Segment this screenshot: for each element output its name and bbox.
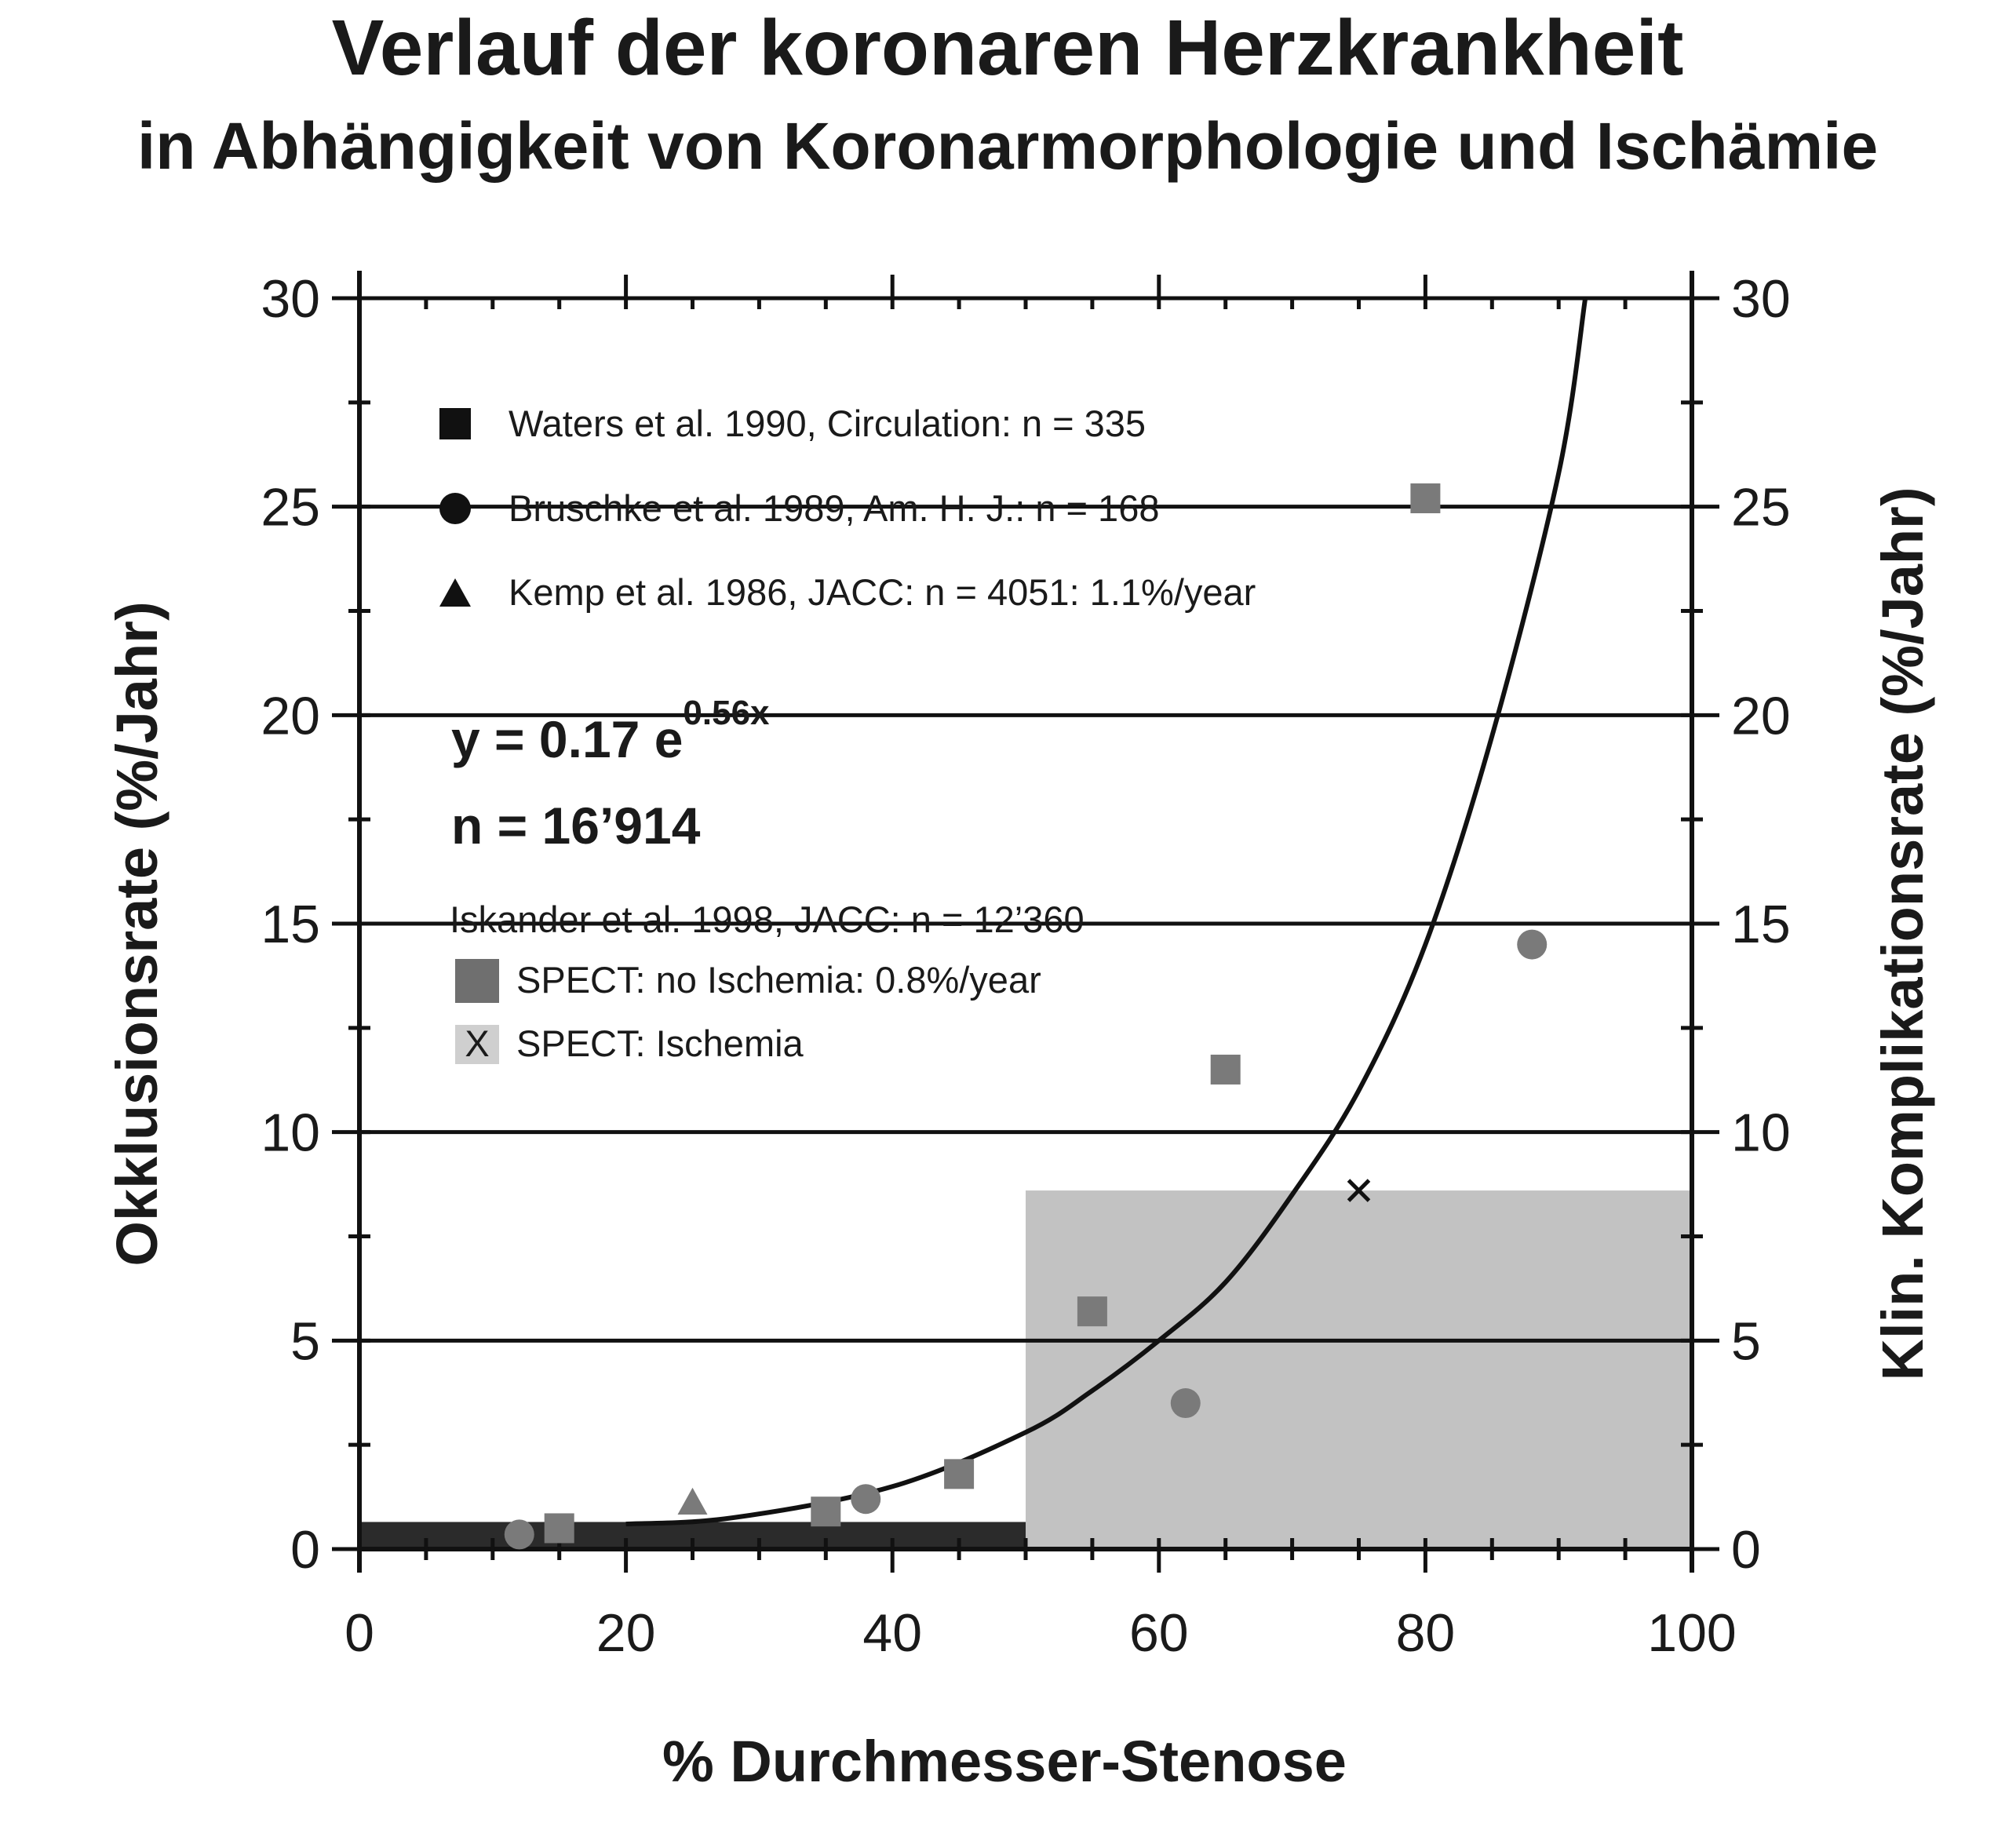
legend-label: Waters et al. 1990, Circulation: n = 335	[509, 403, 1146, 444]
data-point-square-0	[544, 1513, 574, 1544]
data-point-square-1	[811, 1496, 841, 1527]
y-tick-label: 5	[290, 1311, 320, 1371]
data-point-x-0-stroke	[1347, 1179, 1371, 1202]
legend-layer: Waters et al. 1990, Circulation: n = 335…	[439, 403, 1256, 1064]
y2-tick-label: 0	[1731, 1520, 1761, 1580]
y-tick-label: 10	[261, 1103, 320, 1163]
x-tick-label: 100	[1647, 1603, 1736, 1663]
sample-size: n = 16’914	[451, 797, 701, 855]
data-point-circle-2	[1170, 1388, 1201, 1419]
y-tick-label: 15	[261, 895, 320, 954]
x-axis-label: % Durchmesser-Stenose	[662, 1729, 1347, 1794]
y2-tick-label: 25	[1731, 478, 1791, 538]
y2-axis-label: Klin. Komplikationsrate (%/Jahr)	[1870, 487, 1935, 1381]
fitted-curve	[625, 297, 1588, 1527]
y2-tick-label: 10	[1731, 1103, 1791, 1163]
legend-circle-icon	[439, 493, 471, 524]
legend-square-icon	[439, 408, 471, 439]
y-tick-label: 30	[261, 269, 320, 329]
legend-ischemia-label: SPECT: Ischemia	[516, 1023, 804, 1064]
x-tick-label: 20	[596, 1603, 656, 1663]
legend-label: Kemp et al. 1986, JACC: n = 4051: 1.1%/y…	[509, 571, 1256, 613]
y-tick-label: 0	[290, 1520, 320, 1580]
x-tick-label: 80	[1396, 1603, 1456, 1663]
data-point-square-4	[1210, 1054, 1241, 1085]
y-tick-label: 25	[261, 478, 320, 538]
axes-layer	[332, 271, 1719, 1573]
x-tick-label: 60	[1129, 1603, 1189, 1663]
legend-triangle-icon	[439, 578, 471, 607]
markers-layer	[504, 483, 1548, 1550]
legend-ischemia-swatch	[455, 1025, 499, 1064]
data-point-square-3	[1077, 1296, 1107, 1327]
data-point-square-5	[1410, 483, 1441, 514]
bars-layer	[359, 1190, 1692, 1549]
chart-title: Verlauf der koronaren Herzkrankheit	[332, 4, 1684, 92]
iskander-label: Iskander et al. 1998, JACC: n = 12’360	[450, 899, 1085, 940]
legend-ischemia-marker: X	[465, 1023, 489, 1064]
fit-equation-base: y = 0.17 e	[451, 710, 683, 768]
y-tick-label: 20	[261, 686, 320, 746]
data-point-circle-3	[1517, 929, 1548, 960]
data-point-x-0	[1347, 1179, 1371, 1202]
data-point-triangle-0	[677, 1487, 708, 1515]
y2-tick-label: 30	[1731, 269, 1791, 329]
x-tick-label: 40	[862, 1603, 922, 1663]
fit-equation-exponent: 0.56x	[683, 694, 770, 732]
data-point-circle-0	[504, 1519, 534, 1550]
legend-no-ischemia-swatch	[455, 959, 499, 1003]
curve-layer	[625, 297, 1588, 1527]
y2-tick-label: 15	[1731, 895, 1791, 954]
fit-equation: y = 0.17 e0.56x	[451, 694, 770, 768]
y-axis-label: Okklusionsrate (%/Jahr)	[104, 601, 170, 1266]
y2-tick-label: 5	[1731, 1311, 1761, 1371]
data-point-square-2	[944, 1459, 975, 1489]
bar-ischemia	[1026, 1190, 1692, 1549]
legend-label: Bruschke et al. 1989, Am. H. J.: n = 168	[509, 487, 1159, 529]
chart-subtitle: in Abhängigkeit von Koronarmorphologie u…	[137, 109, 1878, 183]
data-point-circle-1	[851, 1484, 881, 1515]
y2-tick-label: 20	[1731, 686, 1791, 746]
legend-no-ischemia-label: SPECT: no Ischemia: 0.8%/year	[516, 959, 1041, 1001]
x-tick-label: 0	[345, 1603, 374, 1663]
